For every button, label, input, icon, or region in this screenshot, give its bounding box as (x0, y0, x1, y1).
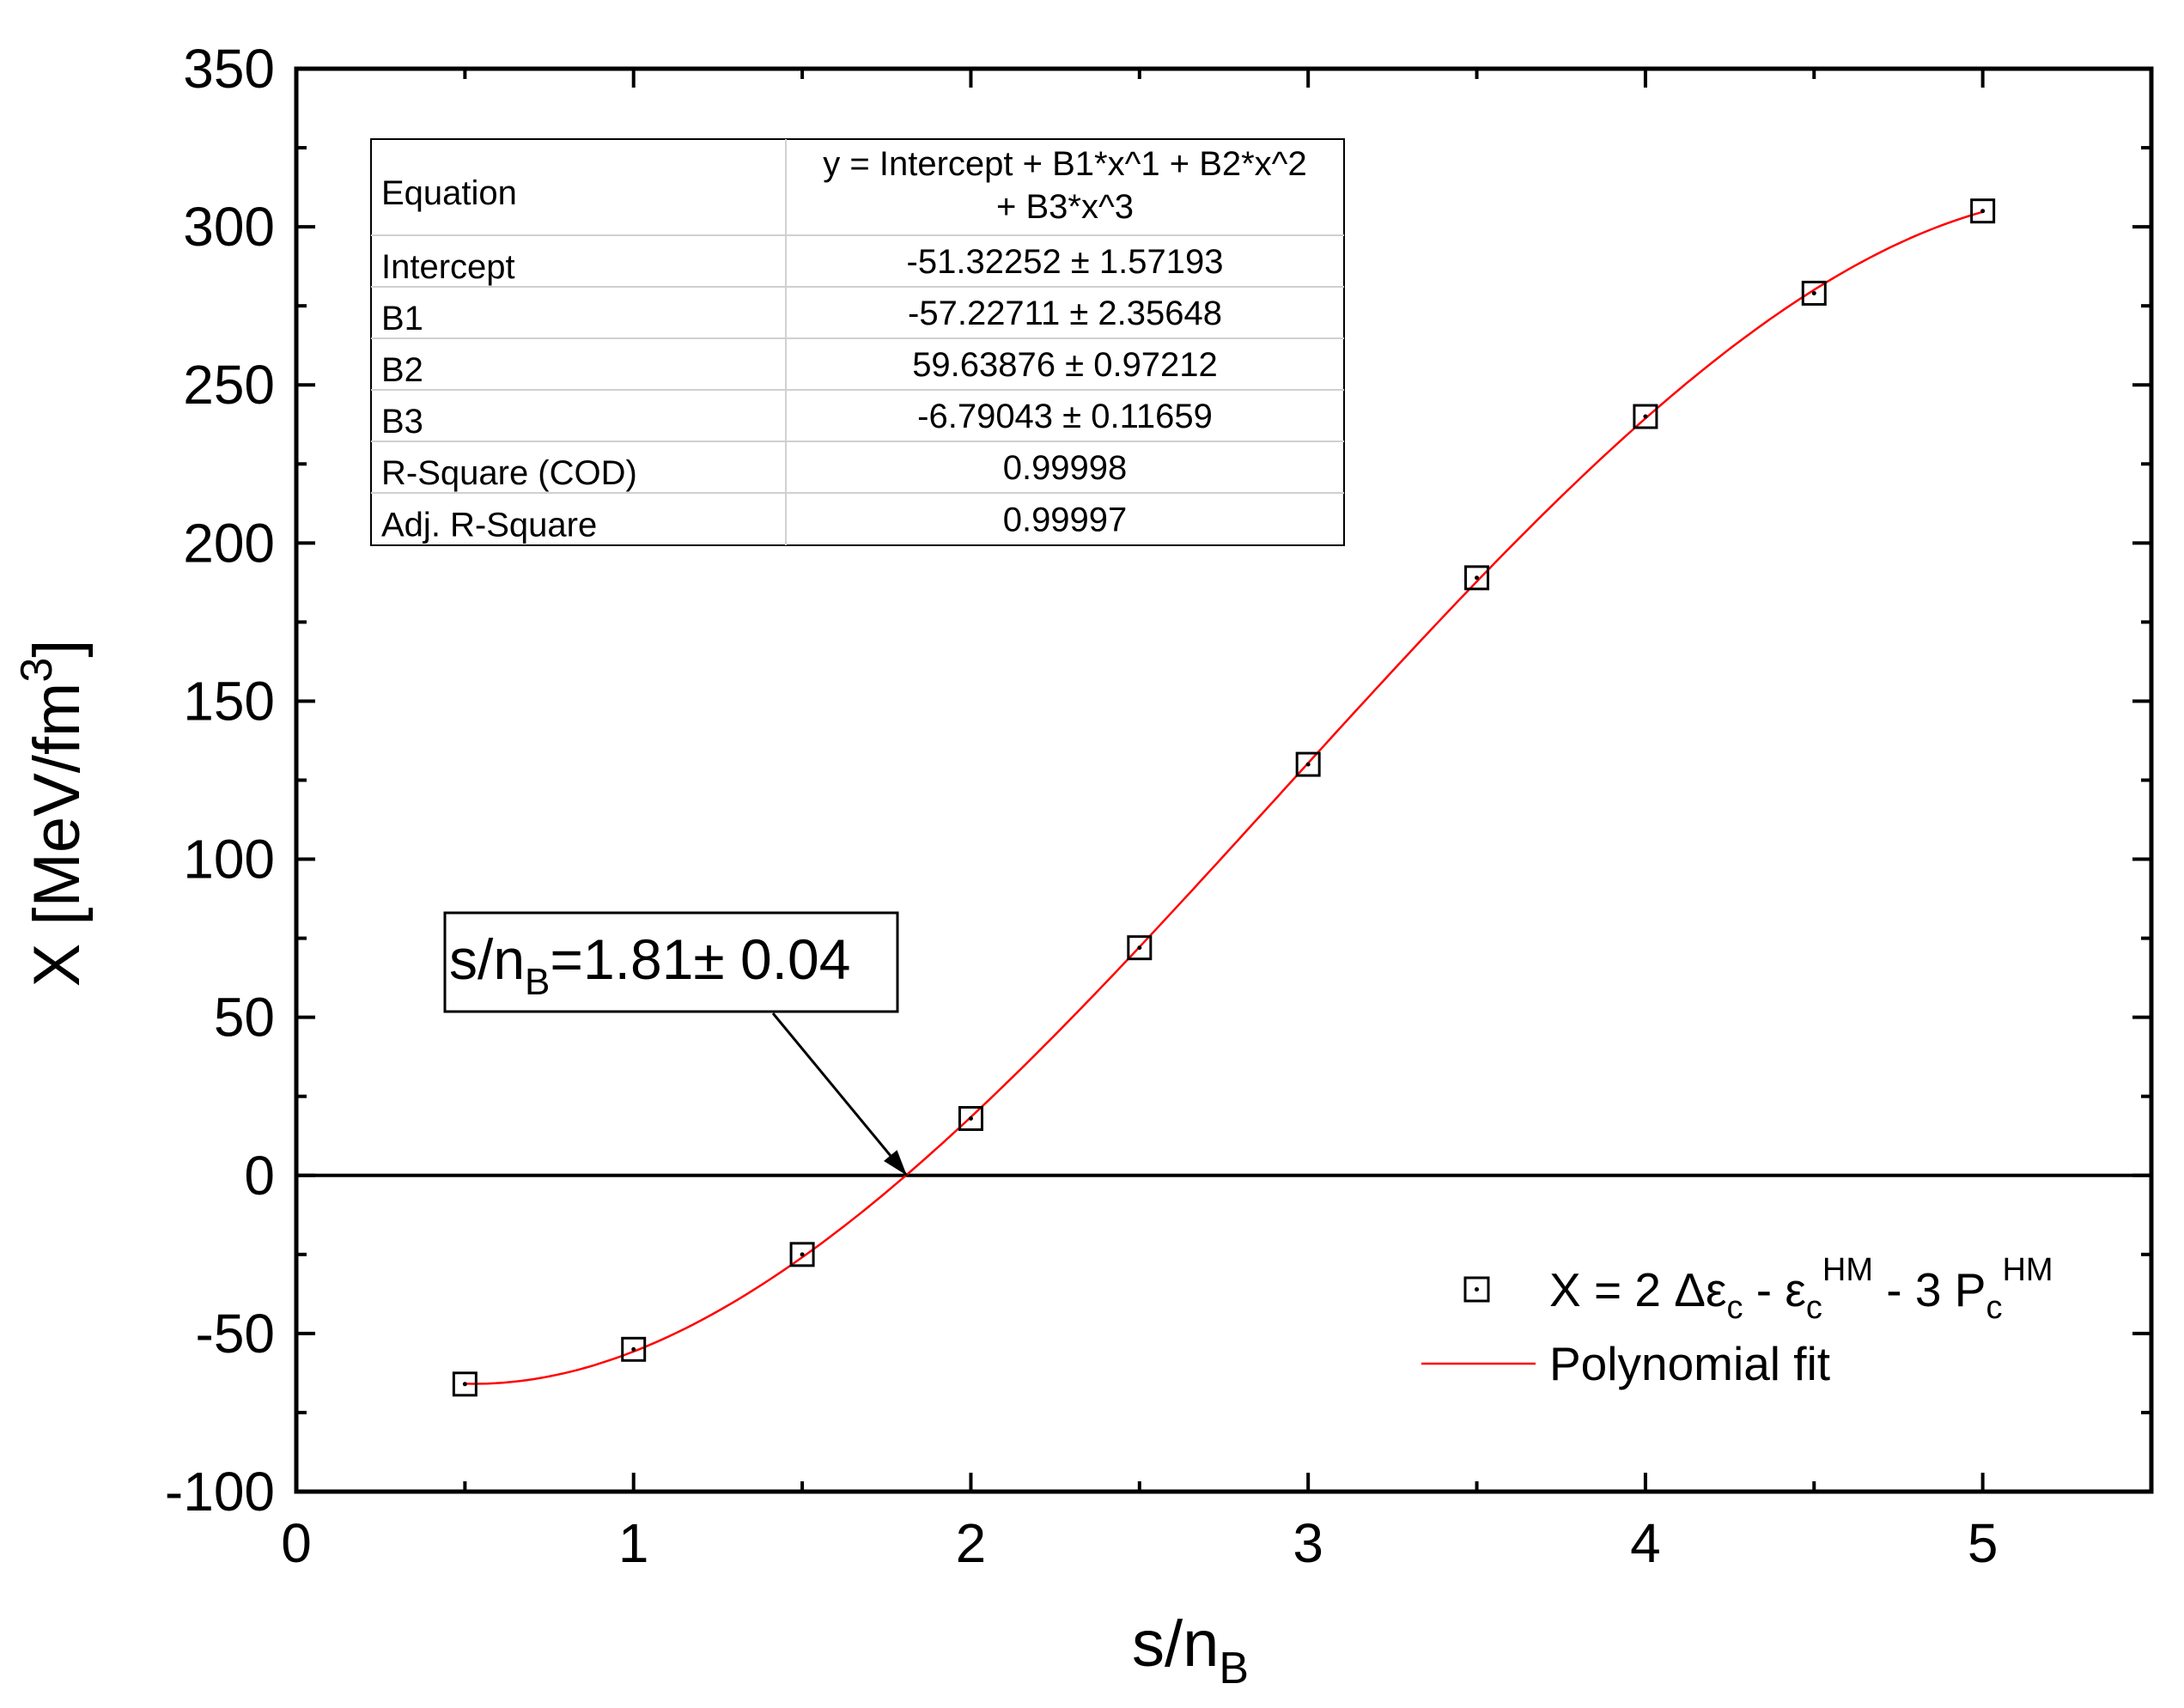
x-axis-title: s/nB (1132, 1608, 1249, 1693)
annotation-text: s/nB=1.81± 0.04 (449, 927, 850, 1003)
fit-table-value: -6.79043 ± 0.11659 (917, 398, 1213, 435)
x-tick-label: 3 (1293, 1512, 1323, 1574)
fit-table-label: R-Square (COD) (381, 454, 637, 492)
y-tick-label: 0 (244, 1145, 275, 1207)
x-tick-label: 0 (281, 1512, 312, 1574)
y-tick-label: 150 (183, 670, 275, 732)
legend-scatter-marker-dot (1475, 1287, 1479, 1292)
fit-table-label: Equation (381, 174, 517, 212)
legend-scatter-marker (1463, 1276, 1490, 1303)
x-tick-label: 1 (618, 1512, 649, 1574)
fit-table-value: -57.22711 ± 2.35648 (908, 295, 1222, 332)
annotation-box (443, 911, 899, 1013)
y-tick-label: 350 (183, 38, 275, 100)
legend-scatter-label: X = 2 Δεc - εcHM - 3 PcHM (1549, 1252, 2053, 1326)
data-point (1127, 935, 1153, 961)
data-point-center (631, 1346, 636, 1352)
y-tick-label: 50 (214, 987, 275, 1049)
x-tick-label: 5 (1968, 1512, 1998, 1574)
data-point-center (1137, 945, 1142, 951)
data-point-center (968, 1115, 973, 1121)
fit-table-label: Intercept (381, 248, 515, 286)
data-point (621, 1336, 647, 1362)
data-point (789, 1242, 815, 1267)
fit-table-label: B3 (381, 403, 423, 441)
annotation-arrow (771, 1012, 908, 1176)
fit-table-frame (370, 138, 1345, 546)
data-point (1801, 280, 1827, 306)
data-point (958, 1105, 983, 1131)
y-tick-label: -50 (196, 1303, 276, 1365)
fit-table-value: y = Intercept + B1*x^1 + B2*x^2 (823, 145, 1306, 183)
fit-table-value: 0.99998 (1003, 449, 1128, 487)
legend-line-label: Polynomial fit (1549, 1337, 1830, 1390)
y-axis-title: X [MeV/fm3] (12, 640, 94, 988)
y-tick-label: -100 (165, 1461, 275, 1523)
fit-table-value: 0.99997 (1003, 501, 1128, 539)
fit-table-label: B1 (381, 300, 423, 337)
data-point (452, 1371, 478, 1397)
legend: X = 2 Δεc - εcHM - 3 PcHM Polynomial fit (1421, 1252, 2053, 1390)
fit-table-value: + B3*x^3 (996, 188, 1134, 226)
x-tick-label: 2 (956, 1512, 987, 1574)
y-tick-label: 100 (183, 829, 275, 890)
data-point (1464, 565, 1490, 591)
x-tick-label: 4 (1630, 1512, 1661, 1574)
fit-line (465, 210, 1983, 1385)
data-point-center (800, 1252, 805, 1257)
fit-table-value: 59.63876 ± 0.97212 (912, 346, 1218, 384)
data-point-center (1980, 209, 1986, 214)
y-tick-label: 300 (183, 196, 275, 258)
y-tick-label: 200 (183, 512, 275, 574)
plot-layer: 0 1 2 3 4 5 -100 -50 0 50 100 150 200 250 300 350 (165, 38, 2154, 1574)
data-point-center (1811, 290, 1816, 295)
data-point-center (1643, 414, 1648, 419)
annotation-arrowhead (884, 1150, 907, 1176)
data-point-center (1475, 575, 1480, 580)
annotation: s/nB=1.81± 0.04 (443, 911, 908, 1176)
data-point (1633, 404, 1658, 429)
data-point (1970, 198, 1996, 224)
fit-table: Equation y = Intercept + B1*x^1 + B2*x^2 +… (370, 138, 1345, 546)
fit-table-label: B2 (381, 351, 423, 389)
fit-table-value: -51.32252 ± 1.57193 (907, 243, 1224, 281)
data-point-center (462, 1382, 467, 1387)
fit-table-label: Adj. R-Square (381, 507, 597, 544)
y-tick-label: 250 (183, 354, 275, 416)
data-point (1295, 751, 1321, 777)
data-point-center (1305, 762, 1311, 767)
